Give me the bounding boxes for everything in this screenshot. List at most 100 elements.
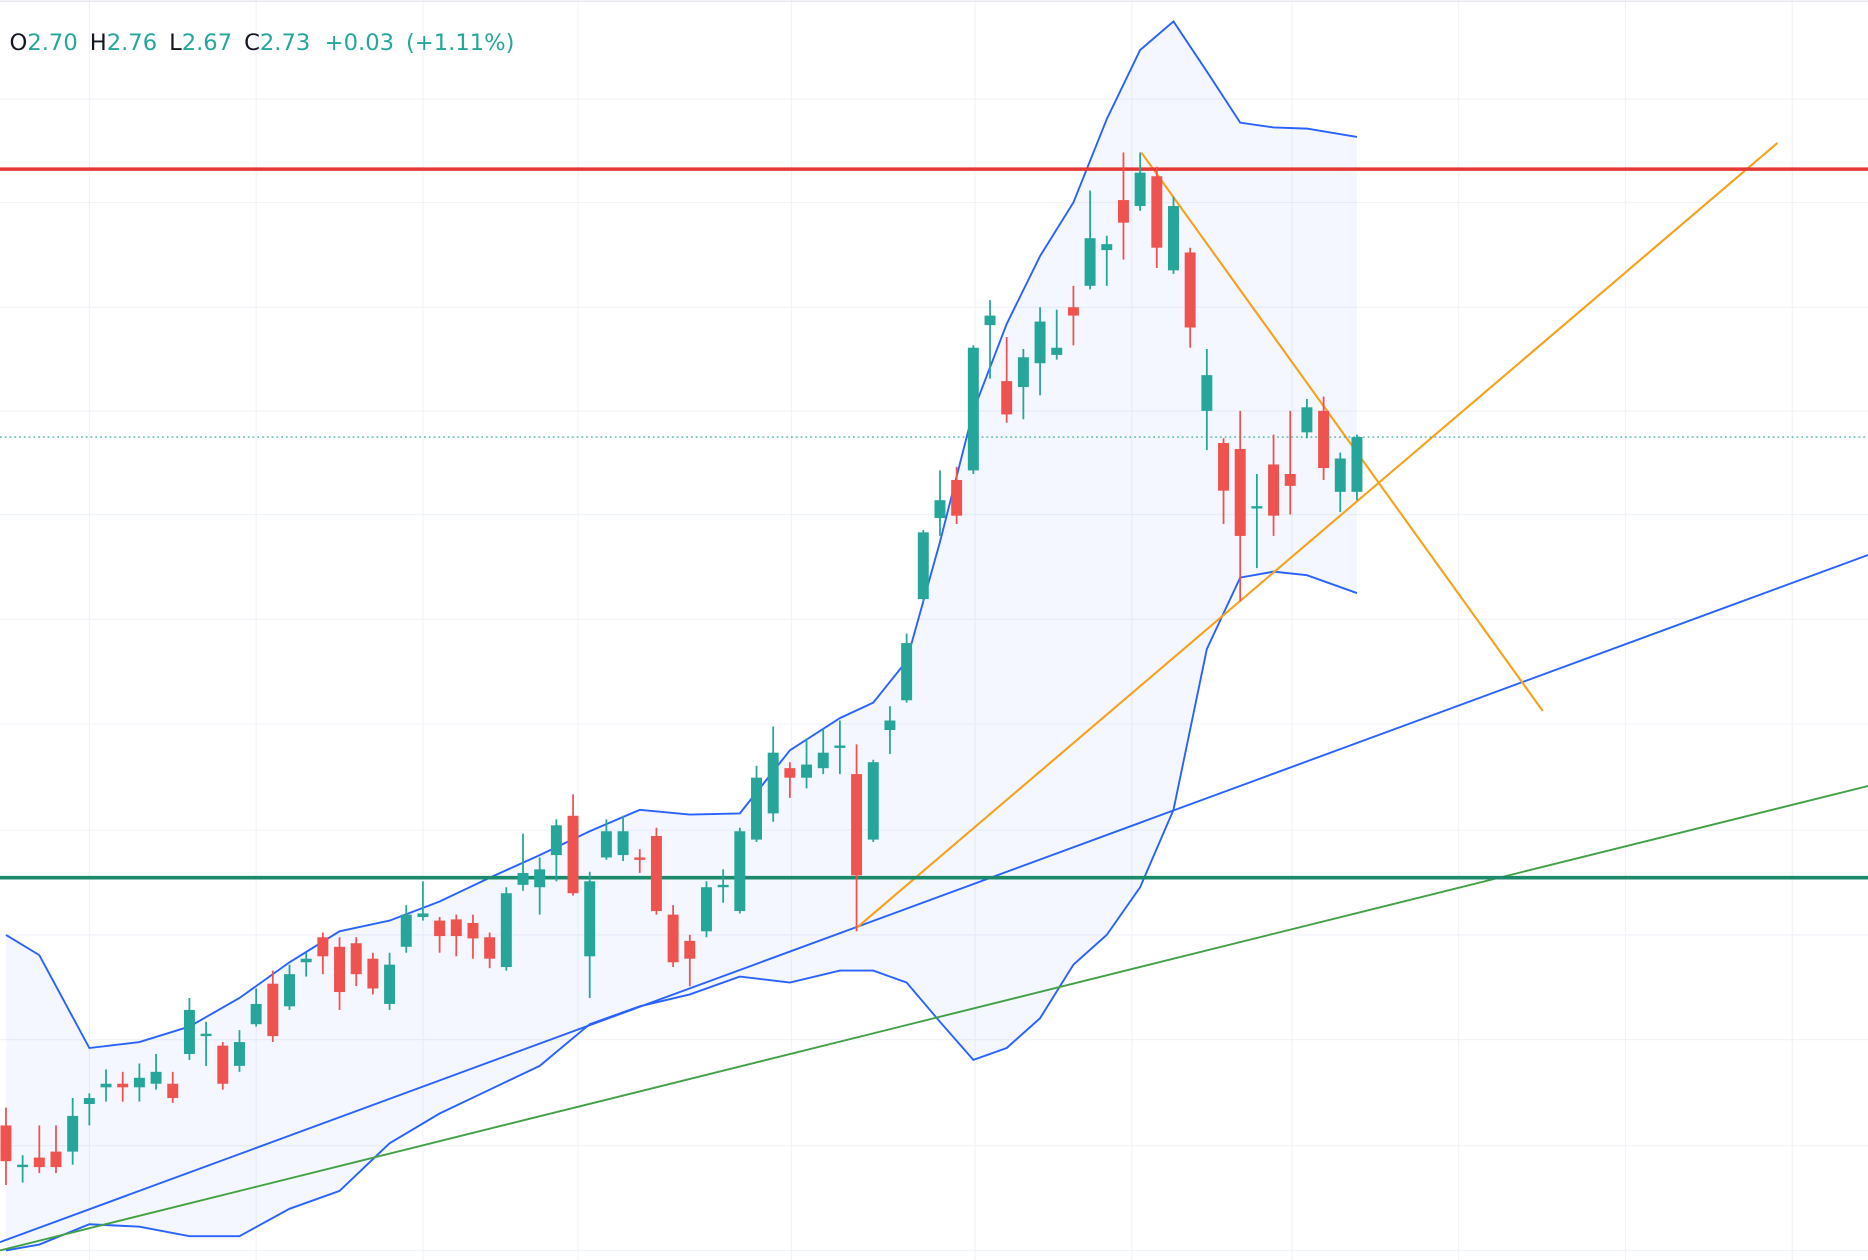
candle-body <box>183 1009 195 1054</box>
candle-body <box>200 1033 212 1037</box>
band-lower <box>5 570 1358 1252</box>
candle-body <box>1134 172 1146 207</box>
candle-body <box>1117 200 1129 223</box>
bollinger-bands <box>5 20 1358 1252</box>
candle-body <box>867 762 879 840</box>
candle-body <box>300 958 312 963</box>
candle-body <box>767 752 779 814</box>
candle-body <box>150 1071 162 1084</box>
candle-body <box>901 643 913 701</box>
candle-body <box>534 869 546 888</box>
candle-body <box>784 768 796 778</box>
candle-body <box>317 937 329 957</box>
candle-body <box>0 1125 12 1162</box>
candle-body <box>1051 347 1063 355</box>
candle-body <box>50 1151 62 1168</box>
candle-body <box>751 777 762 840</box>
candle-body <box>267 983 279 1037</box>
candle-body <box>1268 464 1280 516</box>
candle-body <box>934 500 946 519</box>
candle-body <box>667 914 679 963</box>
candle-body <box>1017 357 1029 388</box>
candle-body <box>834 745 846 748</box>
candle-body <box>984 315 996 326</box>
value: 2.70 <box>27 30 77 56</box>
candle-body <box>233 1042 245 1066</box>
candle-body <box>417 913 429 918</box>
candle-body <box>33 1157 45 1168</box>
candle-body <box>884 720 896 731</box>
candle-body <box>434 920 446 937</box>
candle-body <box>600 831 612 858</box>
value: 2.67 <box>182 30 232 56</box>
candle-body <box>1201 375 1213 411</box>
candle-body <box>917 532 929 600</box>
label: H <box>90 30 107 56</box>
trend-line <box>0 785 1868 1252</box>
trend-line <box>0 554 1868 1244</box>
label: O <box>10 30 28 56</box>
candle-body <box>384 964 396 1004</box>
candle-body <box>801 764 813 778</box>
candle-body <box>817 752 829 769</box>
candle-body <box>284 974 295 1007</box>
candle-body <box>167 1083 179 1099</box>
candle-body <box>1334 458 1346 492</box>
candle-body <box>1284 473 1296 486</box>
value: 2.73 <box>260 30 310 56</box>
candle-body <box>567 815 579 894</box>
candle-body <box>334 946 346 993</box>
candle-body <box>17 1164 29 1168</box>
band-fill <box>5 21 1357 1251</box>
candle-body <box>67 1115 79 1152</box>
levels <box>0 167 1868 880</box>
candle-body <box>1218 443 1230 491</box>
candle-body <box>500 893 512 968</box>
candle-body <box>217 1045 229 1084</box>
candle-body <box>400 914 412 947</box>
candle-body <box>1151 176 1163 248</box>
candle-body <box>584 881 596 957</box>
candle-body <box>1001 381 1013 415</box>
candle-body <box>133 1077 145 1088</box>
change-pct: (+1.11%) <box>406 30 515 56</box>
candle-body <box>83 1098 95 1104</box>
candle-body <box>684 940 696 959</box>
trend-line <box>1140 151 1544 712</box>
label: L <box>169 30 182 56</box>
candle-body <box>517 872 529 885</box>
candles <box>0 152 1363 1185</box>
candle-body <box>1251 506 1263 509</box>
candle-body <box>951 479 963 516</box>
candle-body <box>1351 437 1363 492</box>
candle-body <box>1184 252 1196 328</box>
candle-body <box>1034 321 1046 364</box>
candle-body <box>700 887 712 932</box>
candle-body <box>250 1003 262 1025</box>
change: +0.03 <box>325 30 394 56</box>
candle-body <box>367 958 379 989</box>
candle-body <box>1168 206 1179 271</box>
candle-body <box>1101 244 1113 251</box>
candle-body <box>100 1083 112 1088</box>
candle-body <box>650 836 662 912</box>
candle-body <box>350 943 362 975</box>
candle-body <box>1067 307 1079 316</box>
candle-body <box>117 1083 129 1088</box>
candle-body <box>1301 407 1313 433</box>
candle-body <box>717 884 729 888</box>
candle-body <box>734 831 746 912</box>
candle-body <box>1234 448 1246 536</box>
candle-body <box>634 857 646 860</box>
ohlc-legend: O2.70 H2.76 L2.67 C2.73 +0.03 (+1.11%) <box>10 30 515 56</box>
candle-body <box>967 347 979 471</box>
candle-body <box>617 831 629 856</box>
drawings <box>0 142 1868 1252</box>
candle-body <box>484 937 496 959</box>
candle-body <box>450 919 462 937</box>
trend-line <box>854 142 1779 930</box>
candle-body <box>467 922 479 939</box>
